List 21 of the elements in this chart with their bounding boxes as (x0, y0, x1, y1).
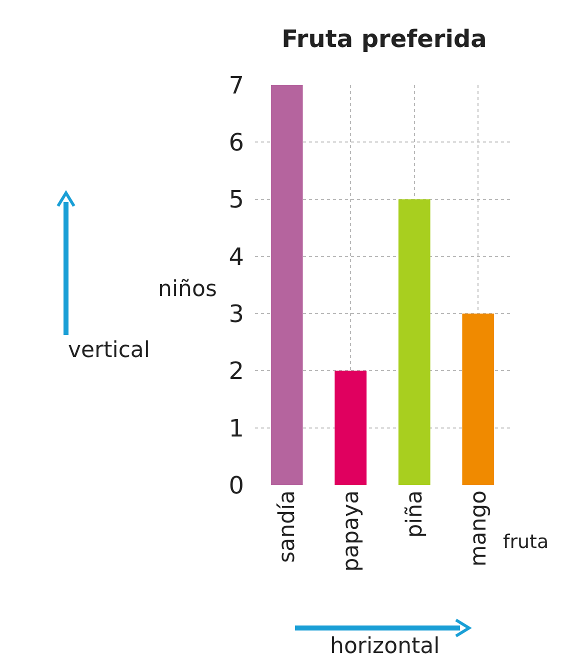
x-axis-title: fruta (503, 531, 549, 553)
x-tick-label: papaya (338, 490, 364, 572)
y-tick-label: 3 (228, 300, 244, 328)
text: horizontal (330, 634, 440, 659)
bar (334, 370, 367, 485)
bar (398, 199, 430, 485)
y-tick-label: 7 (228, 71, 244, 100)
x-tick-label: piña (402, 490, 428, 538)
text: vertical (68, 338, 150, 363)
bar (462, 314, 494, 485)
y-tick-label: 1 (228, 414, 244, 442)
y-tick-label: 0 (228, 471, 244, 500)
x-tick-label: mango (466, 490, 492, 567)
y-tick-label: 4 (228, 242, 244, 271)
y-tick-label: 5 (228, 186, 244, 214)
x-tick-label: sandía (275, 490, 300, 563)
y-tick-label: 2 (228, 357, 244, 386)
y-tick-label: 6 (228, 128, 244, 157)
y-axis-title: niños (158, 277, 217, 302)
bar (270, 85, 303, 485)
chart-title: Fruta preferida (282, 24, 487, 53)
